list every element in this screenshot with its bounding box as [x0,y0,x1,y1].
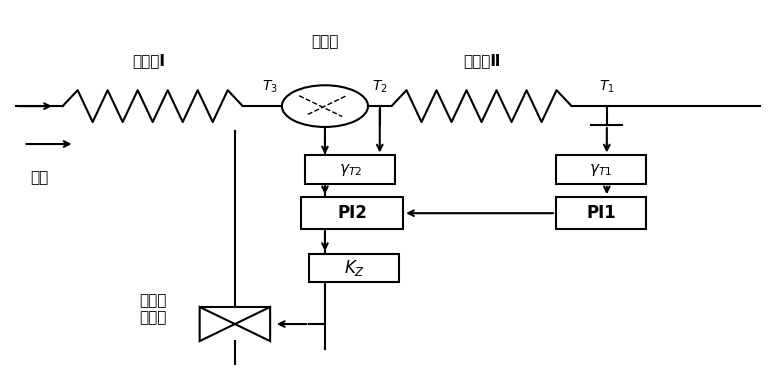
Text: 过热器Ⅱ: 过热器Ⅱ [463,53,500,68]
Text: $T_1$: $T_1$ [599,78,615,95]
Text: $T_2$: $T_2$ [372,78,388,95]
Text: 减温器: 减温器 [312,34,338,49]
FancyBboxPatch shape [309,254,399,282]
Text: $\gamma_{T1}$: $\gamma_{T1}$ [590,161,612,178]
FancyBboxPatch shape [556,197,646,229]
Text: PI2: PI2 [337,204,367,222]
Text: $\gamma_{T2}$: $\gamma_{T2}$ [339,161,362,178]
Text: $K_Z$: $K_Z$ [344,258,365,278]
Text: PI1: PI1 [586,204,615,222]
FancyBboxPatch shape [305,155,395,184]
Text: 减温水
调节阀: 减温水 调节阀 [139,293,166,325]
Text: 蒸汽: 蒸汽 [30,171,49,186]
Text: $T_3$: $T_3$ [262,78,278,95]
FancyBboxPatch shape [556,155,646,184]
Text: 过热器Ⅰ: 过热器Ⅰ [132,53,165,68]
FancyBboxPatch shape [301,197,403,229]
